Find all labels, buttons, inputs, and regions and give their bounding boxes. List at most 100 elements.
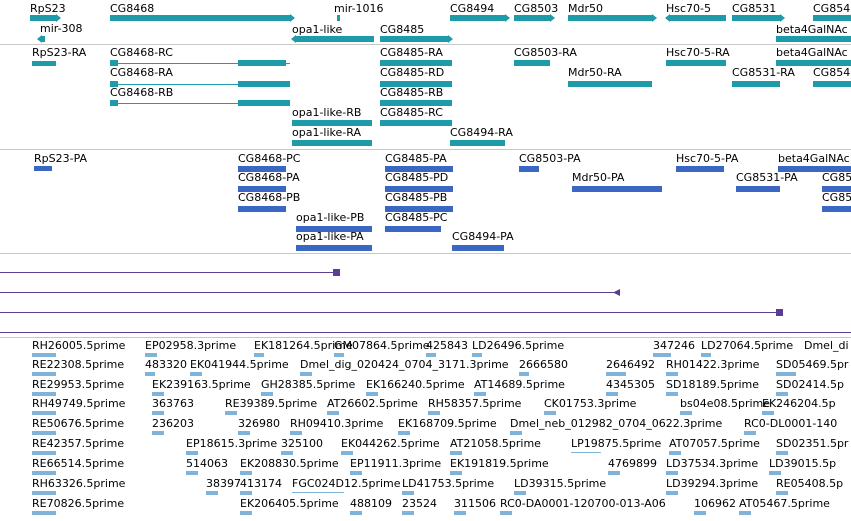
est-glyph[interactable] xyxy=(653,353,671,357)
transcript-glyph-beta4galnac[interactable] xyxy=(776,60,851,66)
transcript-glyph-opa1-like-ra[interactable] xyxy=(292,140,372,146)
est-glyph[interactable] xyxy=(776,451,788,455)
est-label[interactable]: 4345305 xyxy=(606,378,655,391)
transcript-label-cg8468-rc[interactable]: CG8468-RC xyxy=(110,46,173,59)
est-glyph[interactable] xyxy=(398,431,410,435)
est-glyph[interactable] xyxy=(510,431,522,435)
transcript-label-rps23-ra[interactable]: RpS23-RA xyxy=(32,46,87,59)
est-label[interactable]: 413174 xyxy=(240,477,282,490)
protein-glyph-cg8485-pa[interactable] xyxy=(385,166,453,172)
est-label[interactable]: RE42357.5prime xyxy=(32,437,125,450)
transcript-label-cg8485-rb[interactable]: CG8485-RB xyxy=(380,86,444,99)
transcript-glyph-cg8503-ra[interactable] xyxy=(514,60,550,66)
est-label[interactable]: RE70826.5prime xyxy=(32,497,125,510)
protein-label-opa1-like-pb[interactable]: opa1-like-PB xyxy=(296,211,365,224)
gene-glyph-cg8485[interactable] xyxy=(380,35,453,43)
gene-label-cg8531[interactable]: CG8531 xyxy=(732,2,777,15)
est-label[interactable]: GM07864.5prime xyxy=(334,339,430,352)
gene-glyph-mir-308[interactable] xyxy=(37,35,45,43)
est-label[interactable]: Dmel_dig_020424_0704_3171.3prime xyxy=(300,358,509,371)
transcript-label-cg8485-rd[interactable]: CG8485-RD xyxy=(380,66,445,79)
protein-glyph-hsc70-5-pa[interactable] xyxy=(676,166,724,172)
est-glyph[interactable] xyxy=(254,353,264,357)
gene-glyph-beta4galnac[interactable] xyxy=(776,36,851,42)
est-glyph[interactable] xyxy=(519,372,529,376)
protein-label-cg8468-pa[interactable]: CG8468-PA xyxy=(238,171,300,184)
gene-glyph-opa1-like[interactable] xyxy=(291,35,374,43)
est-label[interactable]: RH63326.5prime xyxy=(32,477,126,490)
est-glyph[interactable] xyxy=(666,392,678,396)
est-label[interactable]: AT14689.5prime xyxy=(474,378,565,391)
est-glyph[interactable] xyxy=(350,511,362,515)
est-glyph[interactable] xyxy=(350,471,362,475)
transcript-exon[interactable] xyxy=(110,60,118,66)
est-glyph[interactable] xyxy=(145,353,157,357)
est-label[interactable]: AT21058.5prime xyxy=(450,437,541,450)
est-label[interactable]: RH01422.3prime xyxy=(666,358,760,371)
protein-label-hsc70-5-pa[interactable]: Hsc70-5-PA xyxy=(676,152,739,165)
est-label[interactable]: FGC024D12.5prime xyxy=(292,477,401,490)
est-label[interactable]: 106962 xyxy=(694,497,736,510)
transcript-label-cg8494-ra[interactable]: CG8494-RA xyxy=(450,126,513,139)
est-label[interactable]: LD37534.3prime xyxy=(666,457,759,470)
est-label[interactable]: RE39389.5prime xyxy=(225,397,318,410)
transcript-glyph-cg8531-ra[interactable] xyxy=(732,81,780,87)
est-glyph[interactable] xyxy=(426,353,436,357)
est-label[interactable]: EK181264.5prime xyxy=(254,339,353,352)
est-glyph[interactable] xyxy=(190,372,202,376)
gene-label-hsc70-5[interactable]: Hsc70-5 xyxy=(666,2,712,15)
gene-label-mir-1016[interactable]: mir-1016 xyxy=(334,2,384,15)
est-label[interactable]: EK246204.5p xyxy=(762,397,836,410)
transcript-exon[interactable] xyxy=(110,81,118,87)
transcript-glyph-cg854[interactable] xyxy=(813,81,851,87)
est-glyph[interactable] xyxy=(402,511,414,515)
est-glyph[interactable] xyxy=(32,451,56,455)
est-glyph[interactable] xyxy=(334,353,344,357)
est-label[interactable]: AT07057.5prime xyxy=(669,437,760,450)
transcript-label-cg8531-ra[interactable]: CG8531-RA xyxy=(732,66,795,79)
est-label[interactable]: SD05469.5pr xyxy=(776,358,849,371)
est-label[interactable]: 325100 xyxy=(281,437,323,450)
est-label[interactable]: AT26602.5prime xyxy=(327,397,418,410)
est-label[interactable]: EP11911.3prime xyxy=(350,457,442,470)
protein-glyph-cg8531-pa[interactable] xyxy=(736,186,780,192)
transcript-label-opa1-like-ra[interactable]: opa1-like-RA xyxy=(292,126,361,139)
transcript-exon[interactable] xyxy=(110,100,118,106)
est-label[interactable]: LD39315.5prime xyxy=(514,477,607,490)
est-label[interactable]: EK168709.5prime xyxy=(398,417,497,430)
transcript-label-opa1-like-rb[interactable]: opa1-like-RB xyxy=(292,106,362,119)
protein-glyph-cg8485-pb[interactable] xyxy=(385,206,453,212)
est-label[interactable]: 363763 xyxy=(152,397,194,410)
gene-glyph-cg8503[interactable] xyxy=(514,14,555,22)
est-label[interactable]: RE29953.5prime xyxy=(32,378,125,391)
gene-glyph-hsc70-5[interactable] xyxy=(665,14,726,22)
est-glyph[interactable] xyxy=(669,451,681,455)
transcript-label-beta4galnac[interactable]: beta4GalNAc xyxy=(776,46,848,59)
est-glyph[interactable] xyxy=(701,353,711,357)
est-glyph[interactable] xyxy=(694,511,706,515)
est-label[interactable]: 2666580 xyxy=(519,358,568,371)
gene-label-cg854[interactable]: CG854 xyxy=(813,2,851,15)
protein-glyph-rps23-pa[interactable] xyxy=(34,166,52,171)
protein-glyph-cg8468-pa[interactable] xyxy=(238,186,286,192)
est-glyph[interactable] xyxy=(225,411,237,415)
est-glyph[interactable] xyxy=(472,353,482,357)
est-label[interactable]: Dmel_di xyxy=(804,339,849,352)
est-label[interactable]: CK01753.3prime xyxy=(544,397,637,410)
protein-label-cg8485-pb[interactable]: CG8485-PB xyxy=(385,191,448,204)
est-glyph[interactable] xyxy=(606,372,626,376)
protein-glyph-opa1-like-pb[interactable] xyxy=(296,226,372,232)
est-glyph[interactable] xyxy=(152,411,164,415)
est-label[interactable]: 38397 xyxy=(206,477,241,490)
est-glyph[interactable] xyxy=(666,491,678,495)
gene-glyph-cg8468[interactable] xyxy=(110,14,295,22)
est-glyph[interactable] xyxy=(152,392,164,396)
transcript-label-hsc70-5-ra[interactable]: Hsc70-5-RA xyxy=(666,46,730,59)
est-label[interactable]: LP19875.5prime xyxy=(571,437,662,450)
gene-glyph-cg8531[interactable] xyxy=(732,14,785,22)
est-glyph[interactable] xyxy=(206,491,218,495)
protein-label-cg85-b[interactable]: CG85 xyxy=(822,191,851,204)
est-label[interactable]: 425843 xyxy=(426,339,468,352)
est-glyph[interactable] xyxy=(32,491,56,495)
est-glyph[interactable] xyxy=(776,372,796,376)
